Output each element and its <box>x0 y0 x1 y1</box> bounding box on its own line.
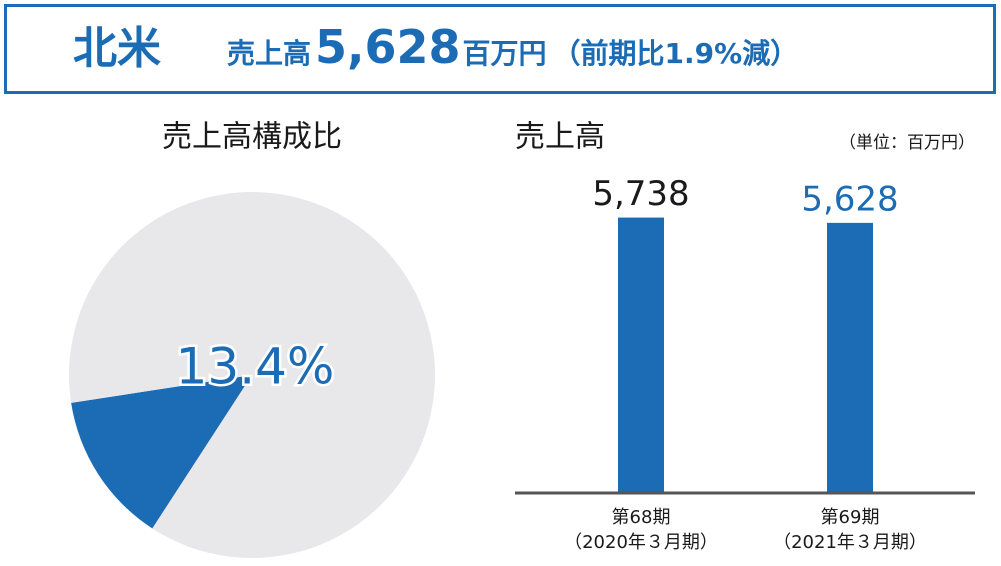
pie-slice <box>69 191 436 559</box>
bar <box>618 217 664 494</box>
region: 北米 <box>73 23 161 74</box>
header-value: 5,628 <box>315 20 461 74</box>
bar-title: 売上高 <box>515 120 605 155</box>
x-tick-sublabel: （2020年３月期） <box>564 532 718 553</box>
header-unit: 百万円 <box>462 37 547 70</box>
bar-value-label: 5,738 <box>592 174 689 214</box>
header-label: 売上高 <box>227 37 312 70</box>
unit-label: （単位：百万円） <box>839 133 975 153</box>
bar-value-label: 5,628 <box>801 179 898 219</box>
x-tick-sublabel: （2021年３月期） <box>773 532 927 553</box>
pie-title: 売上高構成比 <box>162 120 342 155</box>
x-tick-label: 第68期 <box>612 507 671 528</box>
pie-slice <box>71 375 252 529</box>
header: 北米 売上高 5,628 百万円 （前期比1.9%減） <box>4 4 996 94</box>
pie-value-label: 13.4% <box>176 338 335 396</box>
bar <box>827 222 873 493</box>
x-tick-label: 第69期 <box>821 507 880 528</box>
header-change: （前期比1.9%減） <box>552 37 799 70</box>
